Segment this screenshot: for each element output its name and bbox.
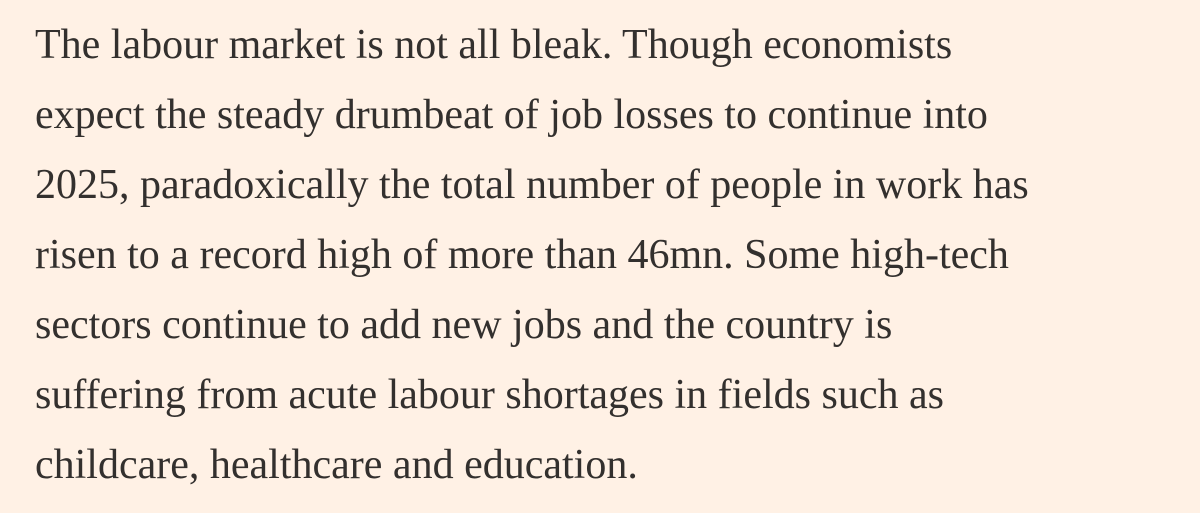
paragraph-line: expect the steady drumbeat of job losses… [35,92,988,138]
paragraph-line: suffering from acute labour shortages in… [35,372,944,418]
paragraph-line: sectors continue to add new jobs and the… [35,302,893,348]
paragraph-line: The labour market is not all bleak. Thou… [35,22,953,68]
paragraph-line: childcare, healthcare and education. [35,442,638,488]
paragraph-line: 2025, paradoxically the total number of … [35,162,1029,208]
paragraph-line: risen to a record high of more than 46mn… [35,232,1009,278]
